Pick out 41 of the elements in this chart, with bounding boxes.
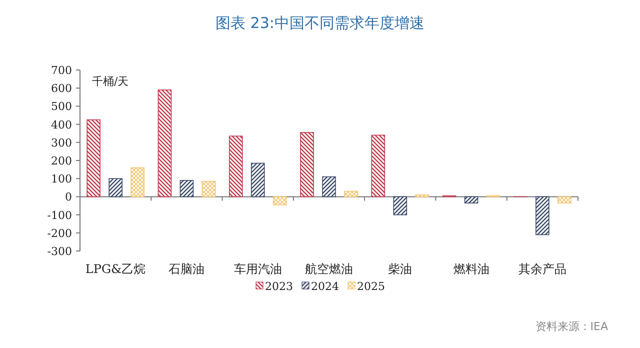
bar xyxy=(371,134,386,198)
x-tick-label: 航空燃油 xyxy=(305,262,353,276)
bar xyxy=(393,196,408,216)
y-tick-label: 600 xyxy=(51,82,72,96)
y-tick-label: -300 xyxy=(47,245,72,258)
chart-title: 图表 23:中国不同需求年度增速 xyxy=(216,14,424,32)
x-tick-label: LPG&乙烷 xyxy=(85,262,146,276)
y-tick-label: -100 xyxy=(47,208,72,222)
bar xyxy=(272,196,287,206)
bar xyxy=(464,196,478,204)
y-tick-label: 400 xyxy=(51,118,72,132)
x-tick-label: 其余产品 xyxy=(518,262,566,276)
y-axis-title: 千桶/天 xyxy=(92,75,129,88)
y-tick-label: -200 xyxy=(47,226,72,240)
y-tick-label: 0 xyxy=(65,190,72,204)
bar xyxy=(86,119,100,198)
x-tick-label: 车用汽油 xyxy=(234,262,282,276)
text: 资料来源：IEA xyxy=(535,320,608,333)
legend-label: 2025 xyxy=(357,280,385,293)
bar xyxy=(108,178,122,198)
bar xyxy=(322,176,336,198)
x-tick-label: 石脑油 xyxy=(168,262,205,276)
bar xyxy=(180,180,194,198)
y-tick-label: 500 xyxy=(51,100,72,114)
legend-label: 2024 xyxy=(311,280,339,293)
x-tick-label: 燃料油 xyxy=(453,262,490,276)
bar xyxy=(536,196,550,236)
bar xyxy=(344,190,358,198)
y-tick-label: 200 xyxy=(51,154,72,168)
y-tick-label: 100 xyxy=(51,172,72,186)
legend-label: 2023 xyxy=(265,280,293,293)
bar xyxy=(228,136,243,198)
y-tick-label: 700 xyxy=(51,64,72,77)
bar xyxy=(558,196,572,204)
bar xyxy=(300,132,314,198)
y-tick-label: 300 xyxy=(51,136,72,150)
x-tick-label: 柴油 xyxy=(388,262,412,276)
bar xyxy=(250,162,265,198)
bar xyxy=(202,180,216,198)
bar xyxy=(130,167,144,198)
bar xyxy=(158,90,172,198)
